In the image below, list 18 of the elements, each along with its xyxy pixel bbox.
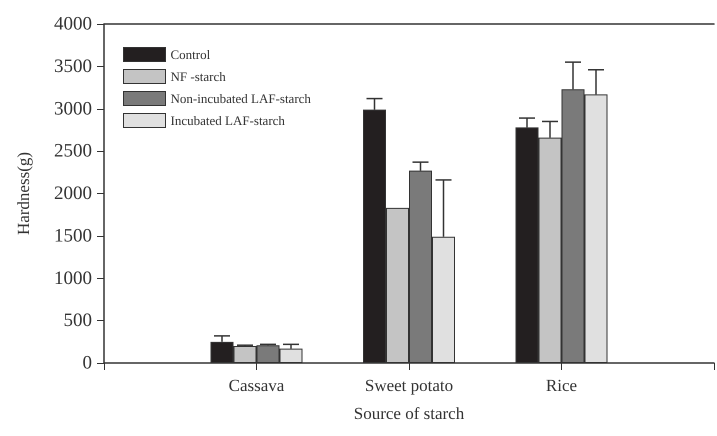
- y-axis-title: Hardness(g): [14, 152, 33, 236]
- y-tick-label: 1000: [54, 268, 92, 289]
- x-tick-label: Sweet potato: [364, 376, 454, 395]
- legend-label: NF -starch: [170, 69, 226, 84]
- x-tick-label: Rice: [546, 376, 578, 395]
- y-tick-label: 3000: [54, 98, 92, 120]
- x-axis-title: Source of starch: [354, 404, 465, 423]
- legend-label: Incubated LAF-starch: [170, 113, 286, 128]
- y-tick-label: 2000: [54, 183, 92, 204]
- legend-label: Non-incubated LAF-starch: [170, 91, 312, 106]
- y-tick-label: 500: [64, 310, 92, 332]
- legend-label: Control: [170, 47, 211, 62]
- y-tick-label: 2500: [54, 140, 92, 162]
- y-tick-label: 4000: [54, 14, 92, 34]
- y-tick-label: 1500: [54, 225, 92, 246]
- x-tick-label: Cassava: [228, 376, 285, 395]
- y-tick-label: 3500: [54, 56, 92, 77]
- y-tick-label: 0: [82, 352, 92, 374]
